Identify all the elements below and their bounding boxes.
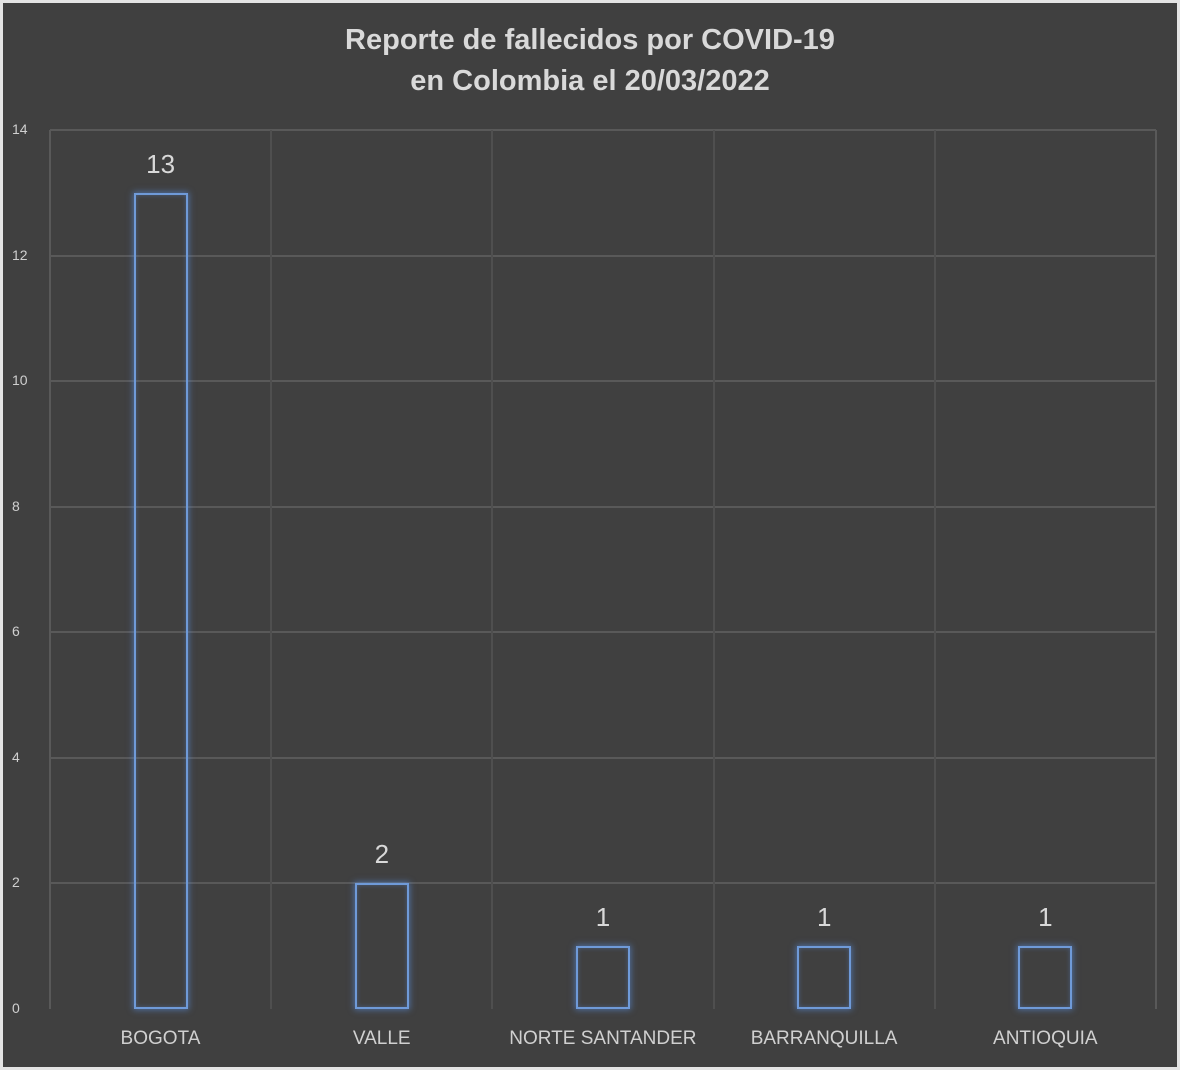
gridline-y-12 [50,254,1156,257]
bar-barranquilla [797,946,852,1009]
gridline-y-10 [50,380,1156,383]
y-tick-label: 12 [12,246,28,263]
bar-bogota [133,192,188,1009]
y-tick-label: 4 [12,748,20,765]
gridline-y-14 [50,129,1156,131]
data-label: 2 [374,839,390,870]
bar-valle [354,883,409,1009]
x-category-label: ANTIOQUIA [993,1028,1098,1049]
gridline-y-8 [50,505,1156,508]
gridline-y-2 [50,882,1156,885]
data-label: 1 [595,902,611,933]
gridline-x [49,130,51,1009]
chart-frame [3,3,1177,1067]
x-category-label: VALLE [352,1028,411,1049]
chart-title-line-1: Reporte de fallecidos por COVID-19 [345,24,835,56]
gridline-x [1155,130,1157,1009]
data-label: 1 [1038,902,1053,933]
y-tick-label: 2 [12,874,20,891]
bar-antioquia [1018,946,1073,1009]
plot-area [49,129,1157,1009]
chart-title-line-2: en Colombia el 20/03/2022 [410,65,770,97]
y-tick-label: 8 [12,497,20,514]
y-tick-label: 0 [12,1000,20,1016]
data-label: 1 [816,902,832,933]
gridline-y-4 [50,756,1156,759]
gridline-x [491,130,494,1009]
gridline-y-6 [50,631,1156,634]
x-category-label: NORTE SANTANDER [509,1028,697,1049]
x-category-label: BARRANQUILLA [750,1028,898,1049]
bar-norte-santander [576,946,630,1009]
data-label: 13 [146,148,176,179]
gridline-x [712,130,715,1009]
y-tick-label: 10 [12,372,28,389]
y-tick-label: 14 [12,121,28,137]
y-tick-label: 6 [12,623,20,640]
chart-title: Reporte de fallecidos por COVID-19 en Co… [0,20,1180,102]
gridline-x [933,130,936,1009]
x-category-label: BOGOTA [120,1028,201,1049]
gridline-x [270,130,273,1009]
